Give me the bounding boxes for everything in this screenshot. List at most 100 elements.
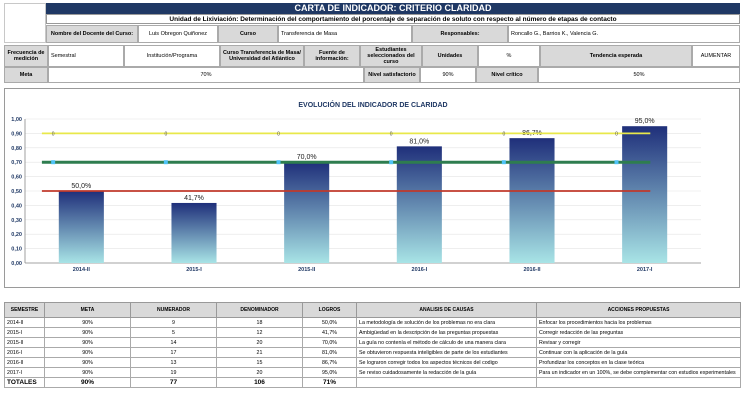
table-cell bbox=[536, 377, 741, 388]
table-header-cell: DENOMINADOR bbox=[216, 302, 303, 318]
table-cell: Ambigüedad en la descripción de las preg… bbox=[356, 327, 537, 338]
table-cell: 13 bbox=[130, 357, 217, 368]
table-cell: 86,7% bbox=[302, 357, 357, 368]
table-cell: 2014-II bbox=[4, 317, 45, 328]
table-cell: 14 bbox=[130, 337, 217, 348]
chart-svg: 0,00 0,10 0,20 0,30 0,40 0,50 0,60 0,70 0,80 0,90… bbox=[11, 117, 701, 273]
table-cell: Continuar con la aplicación de la guía bbox=[536, 347, 741, 358]
x-tick-label: 2015-I bbox=[186, 267, 202, 273]
table-cell: La guía no contenía el método de cálculo… bbox=[356, 337, 537, 348]
meta-value: 70% bbox=[48, 67, 364, 83]
table-cell: 50,0% bbox=[302, 317, 357, 328]
curso-value: Transferencia de Masa bbox=[278, 25, 412, 43]
page-title: CARTA DE INDICADOR: CRITERIO CLARIDAD bbox=[46, 3, 740, 14]
x-tick-label: 2014-II bbox=[73, 267, 91, 273]
table-cell: 90% bbox=[44, 367, 131, 378]
fuente-value: Estudiantes seleccionados del curso bbox=[360, 45, 422, 67]
y-tick-label: 0,90 bbox=[11, 131, 22, 137]
bar bbox=[284, 162, 330, 263]
frecuencia-value: Semestral bbox=[48, 45, 124, 67]
info-row-frecuencia: Frecuencia de medición Semestral Institu… bbox=[4, 45, 740, 67]
table-cell: Se lograron corregir todos los aspectos … bbox=[356, 357, 537, 368]
table-header-row: SEMESTRE META NUMERADOR DENOMINADOR LOGROS AN… bbox=[4, 302, 741, 318]
table-cell bbox=[356, 377, 537, 388]
table-cell: 9 bbox=[130, 317, 217, 328]
critico-value: 50% bbox=[538, 67, 740, 83]
table-cell: 90% bbox=[44, 337, 131, 348]
bar-value-label: 50,0% bbox=[71, 183, 91, 190]
table-header-cell: LOGROS bbox=[302, 302, 357, 318]
table-cell: 2017-I bbox=[4, 367, 45, 378]
reference-marker bbox=[51, 160, 56, 165]
table-cell: 90% bbox=[44, 377, 131, 388]
unidades-label: Unidades bbox=[422, 45, 478, 67]
bar-value-label: 81,0% bbox=[409, 138, 429, 145]
table-cell: 95,0% bbox=[302, 367, 357, 378]
x-tick-label: 2016-II bbox=[523, 267, 541, 273]
x-tick-label: 2017-I bbox=[637, 267, 653, 273]
bar-value-label: 95,0% bbox=[635, 118, 655, 125]
critico-label: Nivel crítico bbox=[476, 67, 538, 83]
table-header-cell: META bbox=[44, 302, 131, 318]
table-cell: Corregir redacción de las preguntas bbox=[536, 327, 741, 338]
bar bbox=[509, 138, 555, 263]
reference-marker: 0 bbox=[164, 131, 167, 137]
frecuencia-label: Frecuencia de medición bbox=[4, 45, 48, 67]
table-cell: 12 bbox=[216, 327, 303, 338]
table-cell: 90% bbox=[44, 357, 131, 368]
x-tick-label: 2015-II bbox=[298, 267, 316, 273]
table-cell: Se obtuvieron respuesta inteligibles de … bbox=[356, 347, 537, 358]
table-cell: 41,7% bbox=[302, 327, 357, 338]
table-header-cell: SEMESTRE bbox=[4, 302, 45, 318]
reference-marker bbox=[163, 160, 168, 165]
bar-value-label: 70,0% bbox=[297, 154, 317, 161]
table-cell: 20 bbox=[216, 367, 303, 378]
table-cell: Profundizar los conceptos en la clase te… bbox=[536, 357, 741, 368]
responsables-value: Roncallo G., Barrios K., Valencia G. bbox=[508, 25, 740, 43]
fuente-label: Fuente de información: bbox=[304, 45, 360, 67]
y-tick-label: 0,10 bbox=[11, 247, 22, 253]
table-cell: 17 bbox=[130, 347, 217, 358]
results-table: SEMESTRE META NUMERADOR DENOMINADOR LOGROS AN… bbox=[4, 302, 741, 388]
table-cell: La metodología de solución de los proble… bbox=[356, 317, 537, 328]
institucion-value: Curso Transferencia de Masa/ Universidad… bbox=[220, 45, 304, 67]
table-cell: 71% bbox=[302, 377, 357, 388]
table-cell: 90% bbox=[44, 327, 131, 338]
responsables-label: Responsables: bbox=[412, 25, 508, 43]
table-cell: 2015-I bbox=[4, 327, 45, 338]
reference-marker bbox=[276, 160, 281, 165]
table-cell: 18 bbox=[216, 317, 303, 328]
satisfactorio-label: Nivel satisfactorio bbox=[364, 67, 420, 83]
table-cell: Se reviso cuidadosamente la redacción de… bbox=[356, 367, 537, 378]
bar bbox=[622, 126, 668, 263]
table-cell: 20 bbox=[216, 337, 303, 348]
info-row-docente: Nombre del Docente del Curso: Luis Obreg… bbox=[46, 25, 740, 43]
table-cell: 70,0% bbox=[302, 337, 357, 348]
table-cell: 81,0% bbox=[302, 347, 357, 358]
table-cell: TOTALES bbox=[4, 377, 45, 388]
reference-marker: 0 bbox=[615, 131, 618, 137]
y-tick-label: 0,50 bbox=[11, 189, 22, 195]
bar bbox=[171, 202, 217, 263]
y-tick-label: 0,30 bbox=[11, 218, 22, 224]
table-header-cell: NUMERADOR bbox=[130, 302, 217, 318]
y-tick-label: 0,70 bbox=[11, 160, 22, 166]
table-row: 2016-I 90% 17 21 81,0% Se obtuvieron respuest… bbox=[4, 347, 741, 358]
table-row: 2016-II 90% 13 15 86,7% Se lograron corregir … bbox=[4, 357, 741, 368]
tendencia-label: Tendencia esperada bbox=[540, 45, 692, 67]
table-cell: 2015-II bbox=[4, 337, 45, 348]
bar-value-label: 41,7% bbox=[184, 195, 204, 202]
table-row: 2014-II 90% 9 18 50,0% La metodología de solu… bbox=[4, 317, 741, 328]
tendencia-value: AUMENTAR bbox=[692, 45, 740, 67]
table-cell: 2016-I bbox=[4, 347, 45, 358]
reference-marker bbox=[501, 160, 506, 165]
table-header-cell: ANALISIS DE CAUSAS bbox=[356, 302, 537, 318]
reference-marker: 0 bbox=[502, 131, 505, 137]
logo-placeholder bbox=[4, 3, 46, 43]
y-tick-label: 0,80 bbox=[11, 146, 22, 152]
reference-marker bbox=[614, 160, 619, 165]
table-cell: 77 bbox=[130, 377, 217, 388]
table-cell: 15 bbox=[216, 357, 303, 368]
curso-label: Curso bbox=[218, 25, 278, 43]
reference-marker: 0 bbox=[52, 131, 55, 137]
